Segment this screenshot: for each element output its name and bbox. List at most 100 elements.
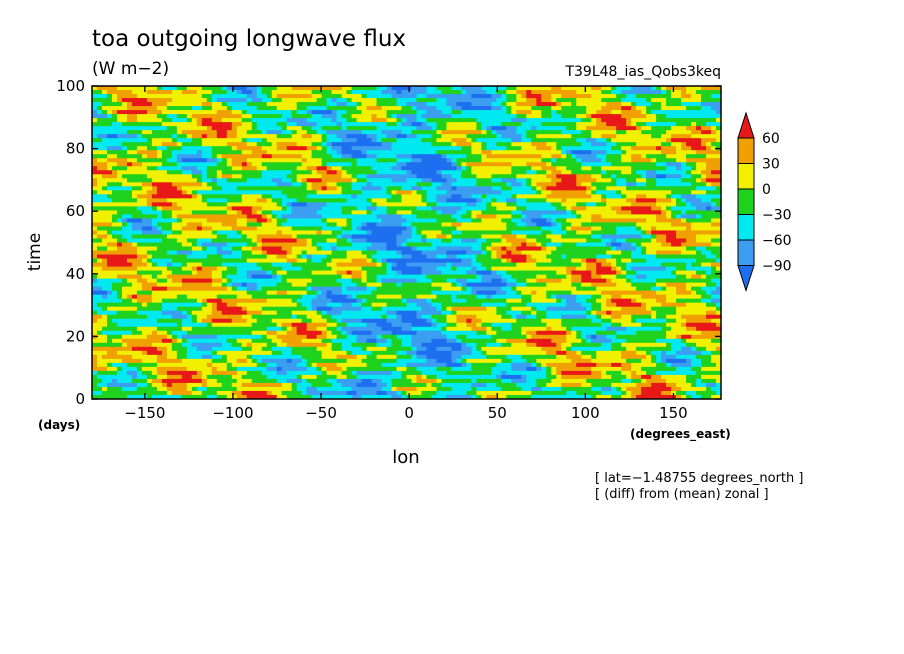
heatmap-cell — [391, 194, 398, 199]
heatmap-cell — [296, 242, 303, 248]
heatmap-cell — [316, 210, 323, 216]
heatmap-cell — [506, 126, 512, 131]
heatmap-cell — [201, 86, 208, 91]
heatmap-cell — [661, 138, 667, 143]
heatmap-cell — [601, 150, 607, 155]
heatmap-cell — [506, 118, 512, 123]
heatmap-cell — [271, 86, 278, 91]
heatmap-cell — [626, 214, 632, 220]
heatmap-cell — [661, 118, 667, 123]
heatmap-cell — [341, 214, 348, 220]
heatmap-cell — [591, 182, 597, 187]
heatmap-cell — [526, 126, 532, 131]
heatmap-cell — [501, 186, 507, 191]
heatmap-cell — [651, 86, 657, 91]
heatmap-cell — [296, 178, 303, 183]
heatmap-cell — [201, 142, 208, 147]
heatmap-cell — [496, 174, 502, 179]
heatmap-cell — [346, 114, 353, 119]
heatmap-cell — [261, 166, 268, 171]
heatmap-cell — [616, 138, 622, 143]
heatmap-cell — [171, 190, 178, 195]
heatmap-cell — [626, 206, 632, 211]
heatmap-cell — [551, 202, 557, 207]
heatmap-cell — [276, 90, 283, 95]
heatmap-cell — [676, 126, 682, 131]
heatmap-cell — [111, 222, 118, 228]
heatmap-cell — [571, 210, 577, 216]
heatmap-cell — [176, 222, 183, 228]
heatmap-cell — [621, 138, 627, 143]
heatmap-cell — [526, 186, 532, 191]
heatmap-cell — [96, 234, 103, 240]
heatmap-cell — [146, 222, 153, 228]
heatmap-cell — [201, 162, 208, 167]
heatmap-cell — [301, 214, 308, 220]
heatmap-cell — [246, 150, 253, 155]
heatmap-cell — [261, 226, 268, 232]
heatmap-cell — [591, 110, 597, 115]
heatmap-cell — [361, 242, 368, 248]
heatmap-cell — [596, 182, 602, 187]
heatmap-cell — [586, 134, 592, 139]
heatmap-cell — [656, 134, 662, 139]
heatmap-cell — [626, 114, 632, 119]
heatmap-cell — [401, 166, 408, 171]
heatmap-cell — [301, 130, 308, 135]
heatmap-cell — [116, 198, 123, 203]
heatmap-cell — [461, 146, 467, 151]
heatmap-cell — [286, 182, 293, 187]
heatmap-cell — [331, 186, 338, 191]
heatmap-cell — [331, 226, 338, 232]
heatmap-cell — [171, 154, 178, 159]
heatmap-cell — [411, 106, 418, 111]
heatmap-cell — [576, 226, 582, 232]
heatmap-cell — [176, 170, 183, 175]
heatmap-cell — [601, 102, 607, 107]
heatmap-cell — [456, 178, 463, 183]
heatmap-cell — [351, 194, 358, 199]
heatmap-cell — [261, 162, 268, 167]
heatmap-cell — [131, 230, 138, 236]
heatmap-cell — [206, 126, 213, 131]
heatmap-cell — [536, 194, 542, 199]
heatmap-cell — [466, 222, 472, 228]
heatmap-cell — [396, 186, 403, 191]
heatmap-cell — [211, 122, 218, 127]
heatmap-cell — [581, 166, 587, 171]
heatmap-cell — [246, 102, 253, 107]
heatmap-cell — [461, 86, 467, 91]
heatmap-cell — [281, 142, 288, 147]
heatmap-cell — [571, 162, 577, 167]
heatmap-cell — [201, 242, 208, 248]
heatmap-cell — [121, 122, 128, 127]
heatmap-cell — [536, 158, 542, 163]
heatmap-cell — [471, 154, 477, 159]
heatmap-cell — [241, 126, 248, 131]
heatmap-cell — [231, 122, 238, 127]
heatmap-cell — [486, 130, 492, 135]
heatmap-cell — [556, 230, 562, 236]
heatmap-cell — [316, 130, 323, 135]
heatmap-cell — [566, 126, 572, 131]
heatmap-cell — [681, 114, 687, 119]
heatmap-cell — [611, 194, 617, 199]
heatmap-cell — [151, 222, 158, 228]
heatmap-cell — [111, 146, 118, 151]
heatmap-cell — [111, 234, 118, 240]
heatmap-cell — [431, 234, 438, 240]
heatmap-cell — [601, 90, 607, 95]
heatmap-cell — [436, 214, 443, 220]
heatmap-cell — [266, 190, 273, 195]
heatmap-cell — [661, 90, 667, 95]
heatmap-cell — [321, 130, 328, 135]
heatmap-cell — [206, 202, 213, 207]
heatmap-cell — [156, 210, 163, 216]
heatmap-cell — [631, 218, 637, 224]
heatmap-cell — [301, 134, 308, 139]
heatmap-cell — [381, 90, 388, 95]
heatmap-cell — [216, 154, 223, 159]
heatmap-cell — [361, 238, 368, 244]
heatmap-cell — [126, 142, 133, 147]
heatmap-cell — [416, 94, 423, 99]
